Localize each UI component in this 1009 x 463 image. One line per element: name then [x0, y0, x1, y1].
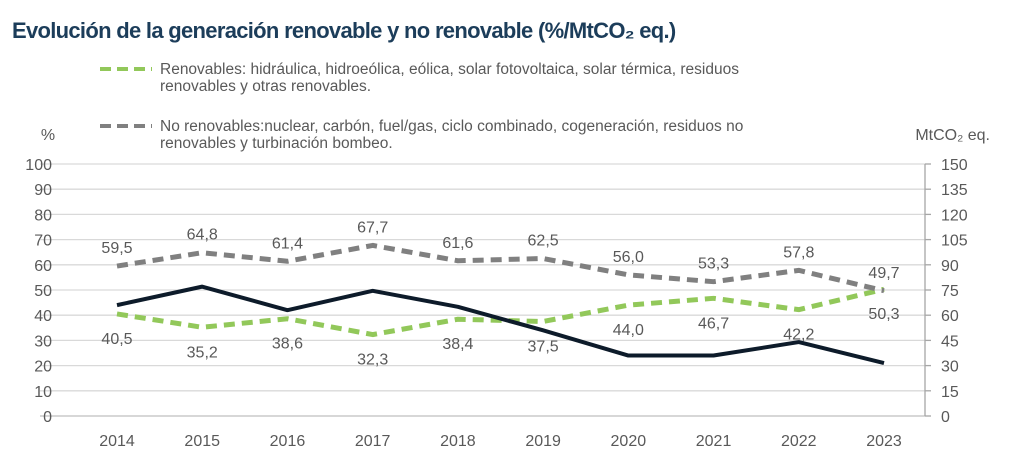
data-label: 56,0: [613, 249, 644, 266]
x-tick-label: 2020: [611, 433, 647, 450]
data-label: 61,4: [272, 235, 303, 252]
y-left-tick-label: 50: [34, 283, 52, 300]
x-tick-label: 2023: [866, 433, 902, 450]
data-label: 38,6: [272, 336, 303, 353]
data-label: 42,2: [783, 327, 814, 344]
y-left-tick-label: 90: [34, 182, 52, 199]
y-left-tick-label: 70: [34, 233, 52, 250]
data-label: 38,4: [442, 336, 473, 353]
data-label: 32,3: [357, 352, 388, 369]
data-label: 61,6: [442, 235, 473, 252]
y-left-tick-label: 30: [34, 333, 52, 350]
data-label: 67,7: [357, 219, 388, 236]
x-tick-label: 2017: [355, 433, 391, 450]
x-tick-label: 2018: [440, 433, 476, 450]
data-label: 46,7: [698, 315, 729, 332]
y-right-tick-label: 105: [941, 233, 968, 250]
x-tick-label: 2022: [781, 433, 817, 450]
data-label: 62,5: [528, 233, 559, 250]
legend-label: No renovables:nuclear, carbón, fuel/gas,…: [160, 118, 743, 135]
y-left-tick-label: 10: [34, 384, 52, 401]
y-right-tick-label: 135: [941, 182, 968, 199]
series-line-1: [116, 242, 885, 294]
data-label: 44,0: [613, 322, 644, 339]
y-left-tick-label: 100: [25, 157, 52, 174]
x-tick-label: 2015: [184, 433, 220, 450]
legend-label: renovables y turbinación bombeo.: [160, 135, 393, 152]
data-label: 50,3: [868, 306, 899, 323]
x-tick-label: 2019: [525, 433, 561, 450]
data-label: 37,5: [528, 339, 559, 356]
x-tick-label: 2016: [270, 433, 306, 450]
y-right-tick-label: 0: [941, 409, 950, 426]
y-right-tick-label: 60: [941, 308, 959, 325]
y-left-tick-label: 80: [34, 207, 52, 224]
y-left-tick-label: 40: [34, 308, 52, 325]
y-right-tick-label: 90: [941, 258, 959, 275]
y-right-axis-label: MtCO₂ eq.: [915, 127, 990, 144]
series-line-2: [116, 284, 885, 366]
data-label: 49,7: [868, 265, 899, 282]
y-right-tick-label: 30: [941, 359, 959, 376]
data-label: 35,2: [187, 344, 218, 361]
y-left-tick-label: 20: [34, 359, 52, 376]
data-label: 64,8: [187, 227, 218, 244]
y-left-tick-label: 60: [34, 258, 52, 275]
x-tick-label: 2014: [99, 433, 135, 450]
y-left-axis-label: %: [41, 127, 55, 144]
data-label: 59,5: [101, 240, 132, 257]
legend-label: renovables y otras renovables.: [160, 78, 371, 95]
chart-title: Evolución de la generación renovable y n…: [12, 18, 676, 43]
y-left-tick-label: 0: [43, 409, 52, 426]
data-label: 57,8: [783, 244, 814, 261]
data-label: 40,5: [101, 331, 132, 348]
x-tick-label: 2021: [696, 433, 732, 450]
y-right-tick-label: 120: [941, 207, 968, 224]
legend-label: Renovables: hidráulica, hidroeólica, eól…: [160, 61, 739, 78]
y-right-tick-label: 75: [941, 283, 959, 300]
y-right-tick-label: 150: [941, 157, 968, 174]
y-right-tick-label: 45: [941, 333, 959, 350]
data-label: 53,3: [698, 256, 729, 273]
y-right-tick-label: 15: [941, 384, 959, 401]
